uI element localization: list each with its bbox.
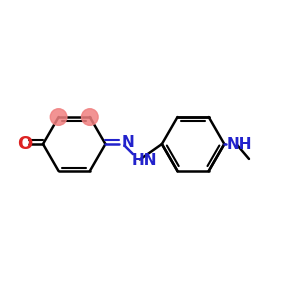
Text: N: N	[122, 135, 134, 150]
Text: O: O	[17, 135, 32, 153]
Text: NH: NH	[227, 136, 252, 152]
Circle shape	[50, 109, 67, 125]
Circle shape	[82, 109, 98, 125]
Text: HN: HN	[132, 153, 157, 168]
